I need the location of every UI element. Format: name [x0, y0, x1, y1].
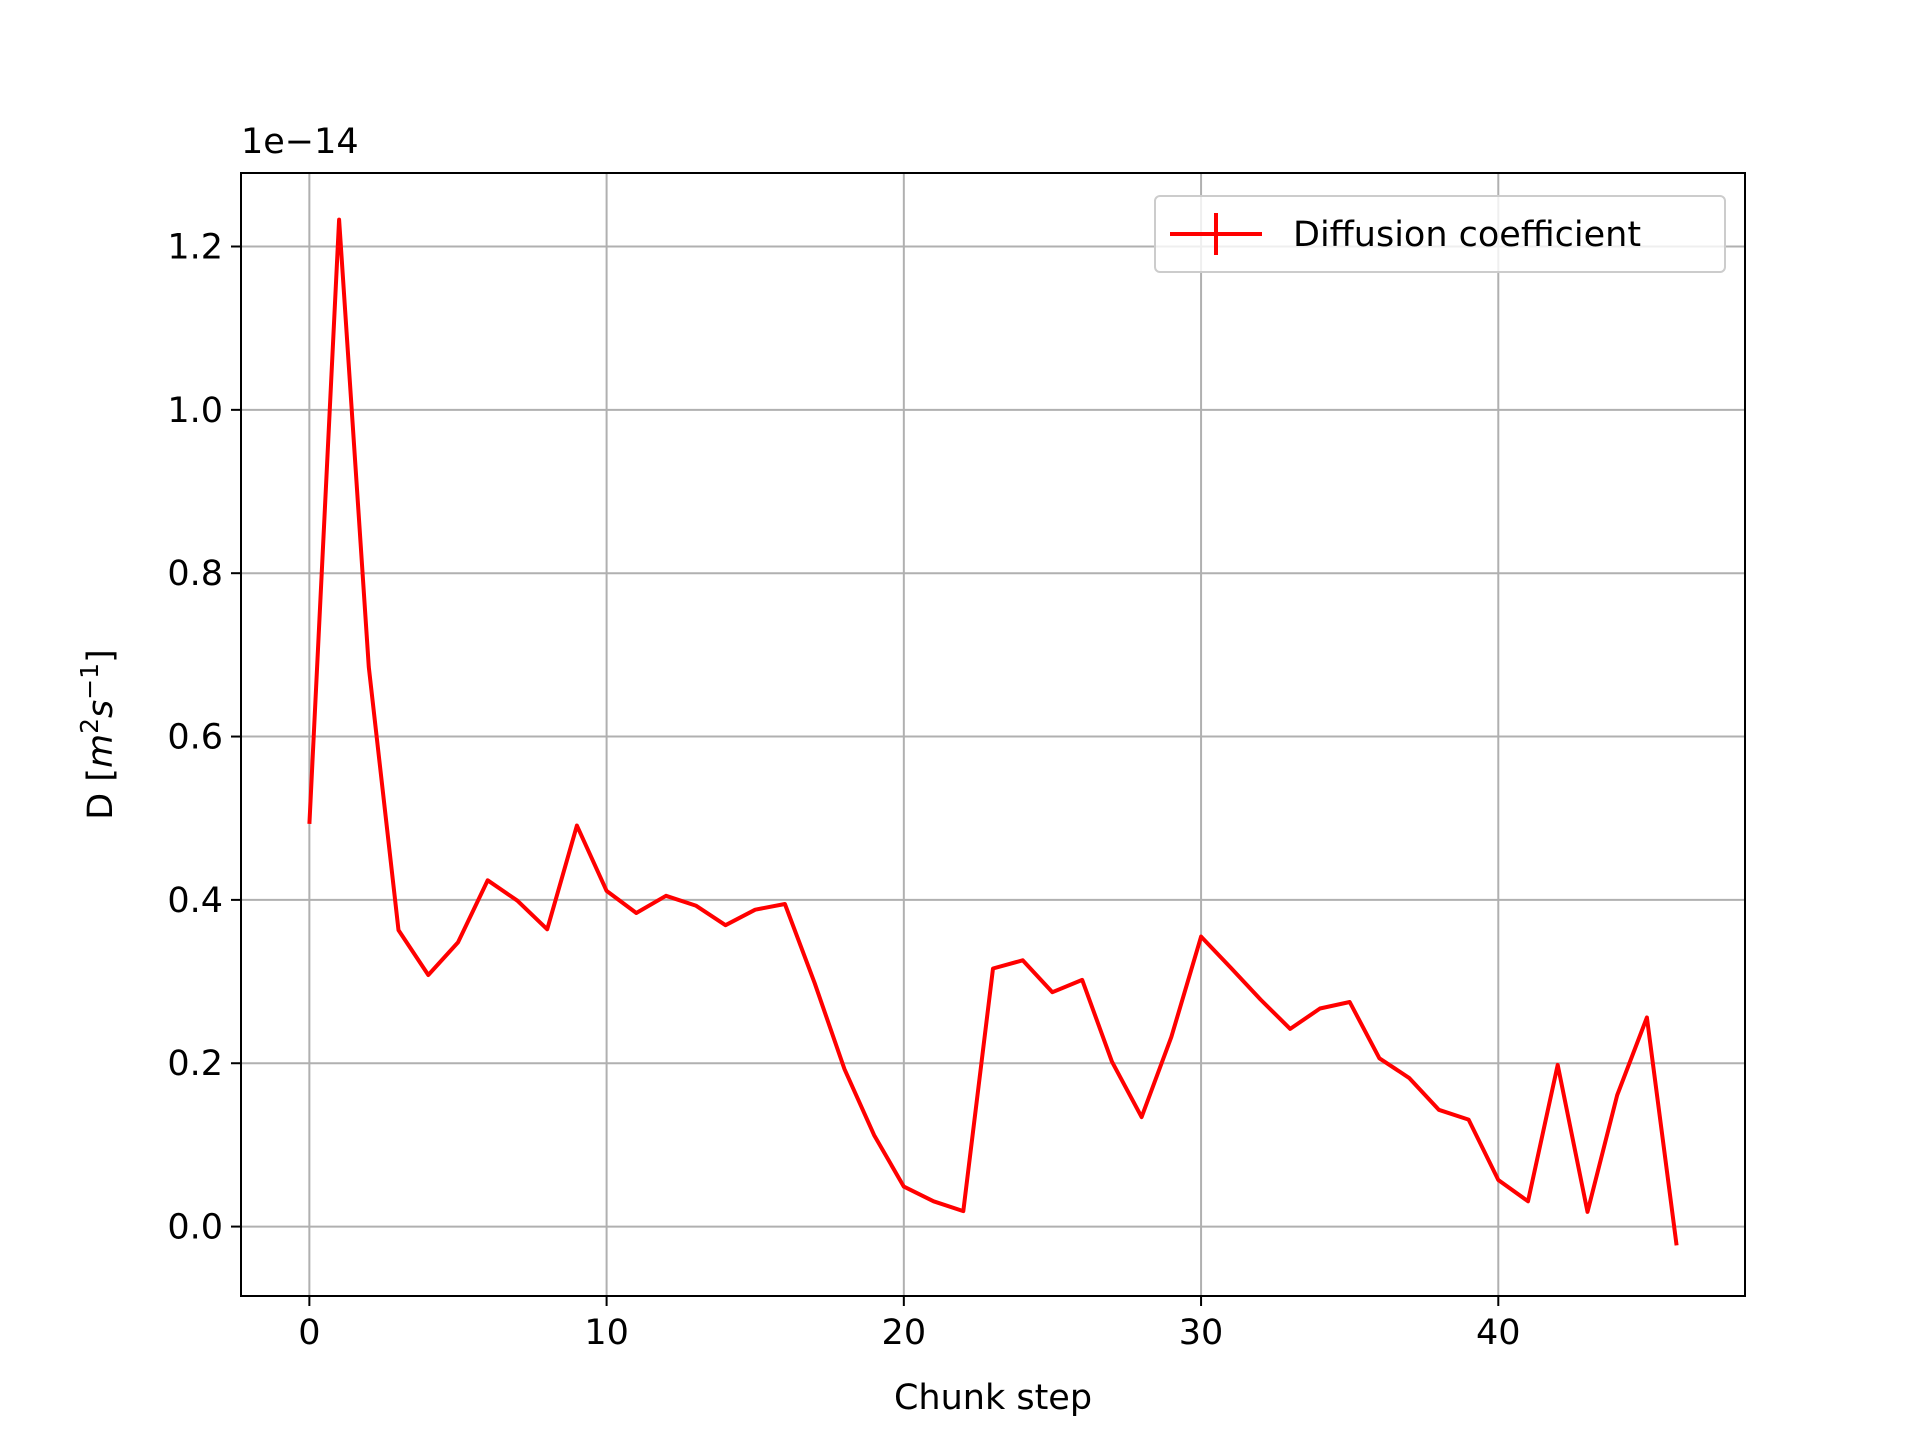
- y-label-superscript: 2: [75, 718, 104, 734]
- y-label-symbol: m: [81, 734, 121, 768]
- y-label-suffix: ]: [81, 649, 121, 663]
- x-tick-label: 0: [298, 1313, 320, 1353]
- y-label-superscript: −1: [75, 663, 104, 700]
- y-offset-text: 1e−14: [241, 122, 359, 162]
- axis-ticks: 0 10 20 30 40 0.0 0.2 0.4 0.6 0.8 1.0 1.2: [167, 228, 1520, 1353]
- grid-lines: [241, 173, 1745, 1296]
- y-tick-label: 0.2: [167, 1044, 223, 1084]
- y-tick-label: 1.0: [167, 391, 223, 431]
- x-tick-label: 30: [1179, 1313, 1224, 1353]
- series-line-diffusion-coefficient: [307, 217, 1679, 1246]
- series-layer: [307, 217, 1679, 1246]
- y-tick-label: 0.0: [167, 1208, 223, 1248]
- x-axis-label: Chunk step: [894, 1378, 1092, 1418]
- y-tick-label: 1.2: [167, 228, 223, 268]
- x-tick-label: 40: [1476, 1313, 1521, 1353]
- legend-box: [1154, 195, 1726, 273]
- y-label-symbol: s: [81, 700, 121, 718]
- legend: Diffusion coefficient: [1154, 195, 1726, 273]
- legend-label: Diffusion coefficient: [1293, 215, 1641, 255]
- y-tick-label: 0.6: [167, 718, 223, 758]
- plot-frame: [240, 172, 1746, 1297]
- y-tick-label: 0.4: [167, 881, 223, 921]
- x-tick-label: 20: [882, 1313, 927, 1353]
- y-tick-label: 0.8: [167, 554, 223, 594]
- y-label-prefix: D [: [81, 768, 121, 820]
- y-axis-label: D [m2s−1]: [75, 649, 122, 820]
- x-tick-label: 10: [584, 1313, 629, 1353]
